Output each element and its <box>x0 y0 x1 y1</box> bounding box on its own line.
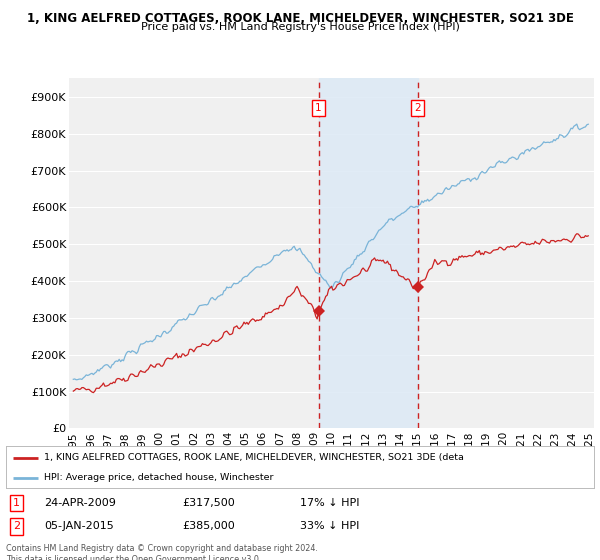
Text: 1: 1 <box>315 103 322 113</box>
Text: HPI: Average price, detached house, Winchester: HPI: Average price, detached house, Winc… <box>44 473 274 482</box>
Text: 17% ↓ HPI: 17% ↓ HPI <box>300 498 359 508</box>
Bar <box>319 78 418 428</box>
Text: Contains HM Land Registry data © Crown copyright and database right 2024.
This d: Contains HM Land Registry data © Crown c… <box>6 544 318 560</box>
Text: Price paid vs. HM Land Registry's House Price Index (HPI): Price paid vs. HM Land Registry's House … <box>140 22 460 32</box>
Text: 05-JAN-2015: 05-JAN-2015 <box>44 521 114 531</box>
Text: £385,000: £385,000 <box>182 521 235 531</box>
Text: 24-APR-2009: 24-APR-2009 <box>44 498 116 508</box>
Text: 33% ↓ HPI: 33% ↓ HPI <box>300 521 359 531</box>
Text: 1: 1 <box>13 498 20 508</box>
Text: £317,500: £317,500 <box>182 498 235 508</box>
Text: 2: 2 <box>13 521 20 531</box>
Text: 1, KING AELFRED COTTAGES, ROOK LANE, MICHELDEVER, WINCHESTER, SO21 3DE (deta: 1, KING AELFRED COTTAGES, ROOK LANE, MIC… <box>44 453 464 462</box>
Text: 1, KING AELFRED COTTAGES, ROOK LANE, MICHELDEVER, WINCHESTER, SO21 3DE: 1, KING AELFRED COTTAGES, ROOK LANE, MIC… <box>26 12 574 25</box>
Text: 2: 2 <box>414 103 421 113</box>
